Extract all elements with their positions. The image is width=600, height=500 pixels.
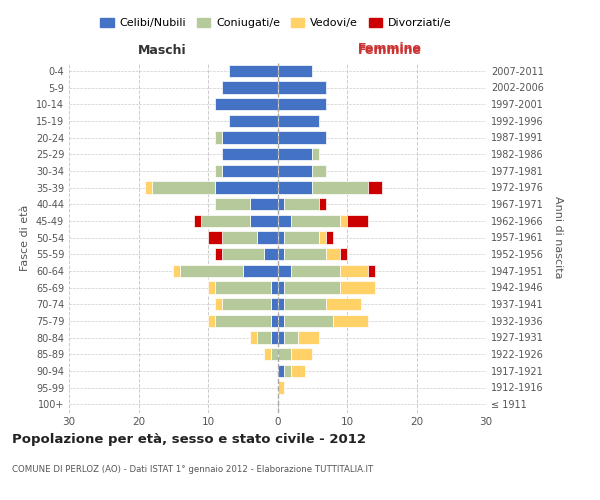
Bar [312,164,326,177]
Bar [222,298,271,310]
Bar [292,264,340,277]
Bar [277,331,284,344]
Bar [250,198,277,210]
Bar [312,148,319,160]
Bar [277,131,326,144]
Bar [215,131,222,144]
Bar [250,331,257,344]
Bar [215,198,250,210]
Bar [263,248,277,260]
Bar [222,81,277,94]
Y-axis label: Anni di nascita: Anni di nascita [553,196,563,278]
Bar [215,181,277,194]
Bar [368,181,382,194]
Bar [284,314,333,327]
Bar [292,214,340,227]
Bar [312,181,368,194]
Bar [277,348,292,360]
Bar [208,281,215,293]
Bar [222,248,263,260]
Bar [340,264,368,277]
Bar [340,281,375,293]
Bar [277,314,284,327]
Bar [277,114,319,127]
Bar [277,381,284,394]
Bar [173,264,180,277]
Bar [229,64,277,77]
Bar [277,198,284,210]
Bar [208,314,215,327]
Bar [277,248,284,260]
Bar [284,364,292,377]
Bar [243,264,277,277]
Bar [215,98,277,110]
Bar [277,148,312,160]
Bar [271,348,277,360]
Bar [215,281,271,293]
Bar [277,98,326,110]
Bar [257,231,277,244]
Bar [271,281,277,293]
Bar [326,298,361,310]
Bar [319,198,326,210]
Bar [215,164,222,177]
Bar [201,214,250,227]
Bar [284,281,340,293]
Legend: Celibi/Nubili, Coniugati/e, Vedovi/e, Divorziati/e: Celibi/Nubili, Coniugati/e, Vedovi/e, Di… [96,13,456,32]
Text: Maschi: Maschi [137,44,187,58]
Bar [284,331,298,344]
Bar [263,348,271,360]
Bar [284,298,326,310]
Text: Popolazione per età, sesso e stato civile - 2012: Popolazione per età, sesso e stato civil… [12,432,366,446]
Bar [257,331,271,344]
Y-axis label: Fasce di età: Fasce di età [20,204,30,270]
Bar [277,164,312,177]
Text: Femmine: Femmine [358,42,422,56]
Bar [319,231,326,244]
Bar [292,364,305,377]
Bar [229,114,277,127]
Bar [298,331,319,344]
Bar [284,248,326,260]
Bar [271,331,277,344]
Bar [277,181,312,194]
Bar [284,231,319,244]
Bar [222,148,277,160]
Bar [292,348,312,360]
Bar [277,214,292,227]
Bar [277,81,326,94]
Bar [222,231,257,244]
Bar [277,264,292,277]
Bar [222,164,277,177]
Bar [277,231,284,244]
Bar [347,214,368,227]
Bar [277,298,284,310]
Bar [145,181,152,194]
Bar [180,264,243,277]
Bar [284,198,319,210]
Bar [340,248,347,260]
Bar [368,264,375,277]
Bar [215,248,222,260]
Bar [250,214,277,227]
Bar [340,214,347,227]
Bar [277,364,284,377]
Bar [194,214,201,227]
Bar [326,248,340,260]
Bar [215,298,222,310]
Bar [271,298,277,310]
Text: Femmine: Femmine [358,44,422,58]
Bar [271,314,277,327]
Bar [277,281,284,293]
Bar [215,314,271,327]
Bar [326,231,333,244]
Bar [208,231,222,244]
Text: COMUNE DI PERLOZ (AO) - Dati ISTAT 1° gennaio 2012 - Elaborazione TUTTITALIA.IT: COMUNE DI PERLOZ (AO) - Dati ISTAT 1° ge… [12,465,373,474]
Bar [333,314,368,327]
Bar [222,131,277,144]
Bar [152,181,215,194]
Bar [277,64,312,77]
